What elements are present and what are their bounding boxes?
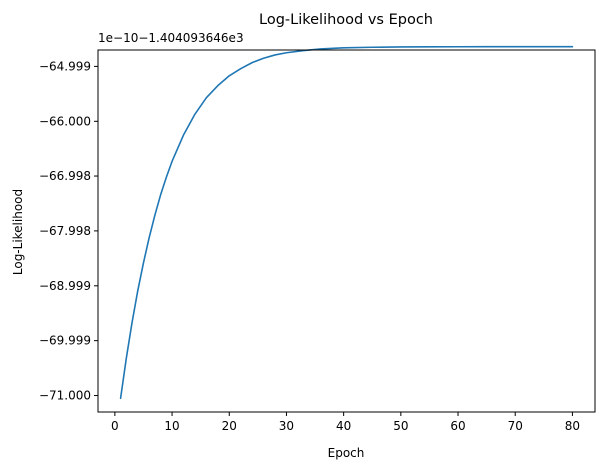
y-tick-label: −64.999 (39, 59, 91, 73)
x-tick-label: 60 (450, 419, 465, 433)
y-offset-label: 1e−10−1.404093646e3 (98, 31, 244, 45)
y-axis-label: Log-Likelihood (11, 189, 25, 275)
x-axis-label: Epoch (328, 446, 365, 460)
x-tick-label: 20 (222, 419, 237, 433)
y-tick-label: −66.998 (39, 169, 91, 183)
x-tick-label: 0 (111, 419, 119, 433)
y-tick-label: −67.998 (39, 224, 91, 238)
y-tick-label: −66.000 (39, 114, 91, 128)
x-tick-label: 80 (565, 419, 580, 433)
x-tick-label: 50 (393, 419, 408, 433)
plot-area: 0 10 20 30 40 50 60 70 80 −64.999 −66.000 −66.998 −6… (39, 45, 580, 433)
y-tick-label: −69.999 (39, 334, 91, 348)
series-line (119, 45, 574, 400)
x-tick-label: 40 (336, 419, 351, 433)
y-tick-label: −71.000 (39, 389, 91, 403)
x-tick-label: 70 (508, 419, 523, 433)
x-tick-label: 10 (164, 419, 179, 433)
chart-title: Log-Likelihood vs Epoch (259, 12, 433, 28)
axes-frame (97, 49, 596, 413)
x-tick-label: 30 (279, 419, 294, 433)
y-tick-label: −68.999 (39, 279, 91, 293)
